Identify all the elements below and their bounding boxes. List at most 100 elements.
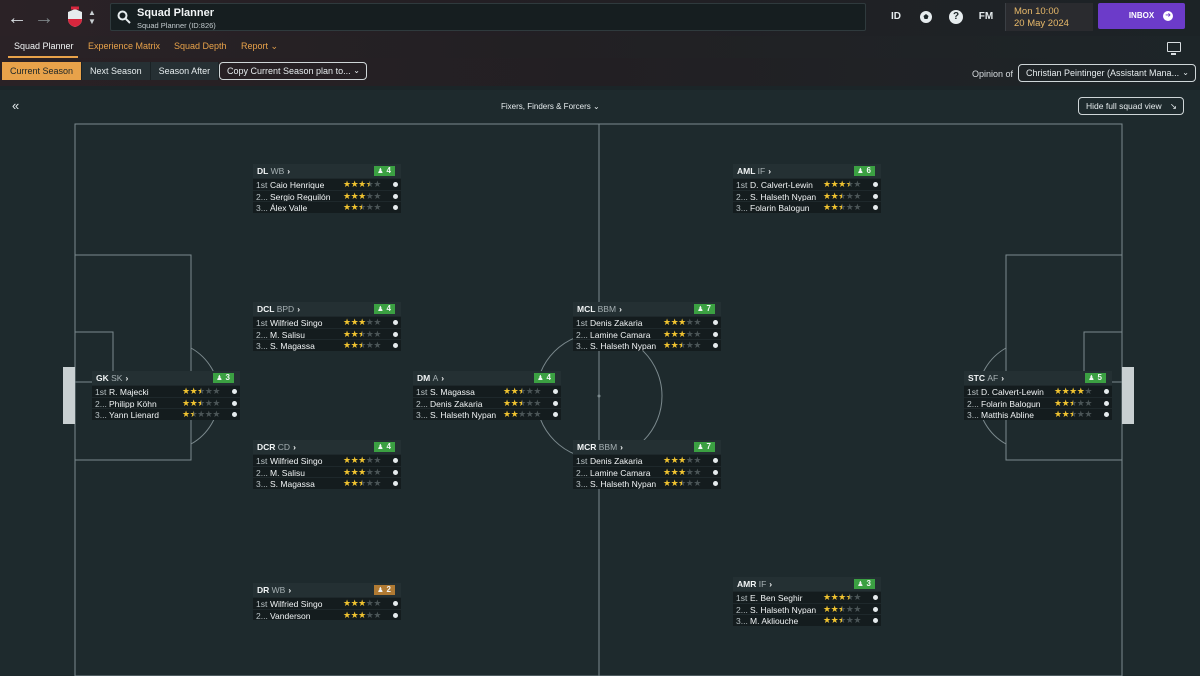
player-row[interactable]: 1st D. Calvert-Lewin ★★★★★ bbox=[964, 385, 1112, 397]
player-name[interactable]: Wilfried Singo bbox=[270, 456, 323, 466]
player-name[interactable]: Matthis Abline bbox=[981, 410, 1034, 420]
monitor-icon[interactable] bbox=[1167, 42, 1181, 55]
search-field[interactable]: Squad Planner Squad Planner (ID:826) bbox=[110, 3, 866, 31]
player-name[interactable]: M. Salisu bbox=[270, 467, 305, 478]
player-row[interactable]: 3... Matthis Abline ★★★★★ bbox=[964, 408, 1112, 420]
player-name[interactable]: S. Magassa bbox=[270, 341, 315, 351]
player-name[interactable]: Yann Lienard bbox=[109, 410, 159, 420]
player-name[interactable]: S. Halseth Nypan bbox=[590, 479, 657, 489]
player-name[interactable]: Wilfried Singo bbox=[270, 318, 323, 328]
player-row[interactable]: 1st D. Calvert-Lewin ★★★★★ bbox=[733, 178, 881, 190]
player-row[interactable]: 3... S. Halseth Nypan ★★★★★ bbox=[573, 339, 721, 351]
position-header[interactable]: DCR CD › ♟ 4 bbox=[253, 440, 401, 454]
tab-squad-planner[interactable]: Squad Planner bbox=[14, 41, 74, 51]
position-header[interactable]: MCR BBM › ♟ 7 bbox=[573, 440, 721, 454]
player-row[interactable]: 3... M. Akliouche ★★★★★ bbox=[733, 614, 881, 626]
player-name[interactable]: Caio Henrique bbox=[270, 180, 325, 190]
player-row[interactable]: 1st Denis Zakaria ★★★★★ bbox=[573, 316, 721, 328]
position-header[interactable]: AMR IF › ♟ 3 bbox=[733, 577, 881, 591]
player-row[interactable]: 2... Philipp Köhn ★★★★★ bbox=[92, 396, 240, 409]
copy-plan-dropdown[interactable]: Copy Current Season plan to... ⌄ bbox=[219, 62, 367, 80]
player-name[interactable]: E. Ben Seghir bbox=[750, 593, 803, 603]
club-switch-chevrons-icon[interactable]: ▲ ▼ bbox=[88, 8, 96, 26]
date-time-display[interactable]: Mon 10:00 20 May 2024 bbox=[1005, 3, 1093, 31]
player-row[interactable]: 1st R. Majecki ★★★★★ bbox=[92, 385, 240, 397]
fm-menu-button[interactable]: FM bbox=[978, 11, 994, 22]
current-season-button[interactable]: Current Season bbox=[2, 62, 83, 80]
player-name[interactable]: Denis Zakaria bbox=[590, 318, 643, 328]
player-row[interactable]: 1st E. Ben Seghir ★★★★★ bbox=[733, 591, 881, 603]
position-card-dcl[interactable]: DCL BPD › ♟ 4 1st Wilfried Singo ★★★★★ 2... M. S… bbox=[253, 302, 401, 351]
player-row[interactable]: 2... S. Halseth Nypan ★★★★★ bbox=[733, 602, 881, 615]
player-name[interactable]: Sergio Reguilón bbox=[270, 191, 331, 202]
next-season-button[interactable]: Next Season bbox=[82, 62, 151, 80]
player-name[interactable]: Denis Zakaria bbox=[430, 398, 483, 409]
player-row[interactable]: 1st Denis Zakaria ★★★★★ bbox=[573, 454, 721, 466]
filter-dropdown[interactable]: Fixers, Finders & Forcers ⌄ bbox=[501, 102, 600, 111]
player-row[interactable]: 1st Wilfried Singo ★★★★★ bbox=[253, 597, 401, 609]
player-name[interactable]: S. Halseth Nypan bbox=[750, 604, 817, 615]
player-row[interactable]: 3... Yann Lienard ★★★★★ bbox=[92, 408, 240, 420]
position-card-dl[interactable]: DL WB › ♟ 4 1st Caio Henrique ★★★★★ 2... Sergio … bbox=[253, 164, 401, 213]
hide-full-squad-view-button[interactable]: Hide full squad view ↘ bbox=[1078, 97, 1184, 115]
position-card-stc[interactable]: STC AF › ♟ 5 1st D. Calvert-Lewin ★★★★★ 2... Fol… bbox=[964, 371, 1112, 420]
player-row[interactable]: 2... Folarin Balogun ★★★★★ bbox=[964, 396, 1112, 409]
player-row[interactable]: 2... M. Salisu ★★★★★ bbox=[253, 465, 401, 478]
player-name[interactable]: Denis Zakaria bbox=[590, 456, 643, 466]
collapse-panel-icon[interactable]: « bbox=[12, 98, 20, 113]
player-name[interactable]: M. Salisu bbox=[270, 329, 305, 340]
player-name[interactable]: S. Halseth Nypan bbox=[430, 410, 497, 420]
forward-arrow-icon[interactable]: → bbox=[34, 7, 54, 29]
player-row[interactable]: 1st Wilfried Singo ★★★★★ bbox=[253, 454, 401, 466]
player-name[interactable]: Folarin Balogun bbox=[981, 398, 1041, 409]
player-row[interactable]: 2... Sergio Reguilón ★★★★★ bbox=[253, 189, 401, 202]
player-row[interactable]: 3... S. Magassa ★★★★★ bbox=[253, 339, 401, 351]
tab-experience-matrix[interactable]: Experience Matrix bbox=[88, 41, 161, 51]
player-name[interactable]: Philipp Köhn bbox=[109, 398, 157, 409]
player-name[interactable]: Lamine Camara bbox=[590, 467, 651, 478]
position-header[interactable]: DL WB › ♟ 4 bbox=[253, 164, 401, 178]
position-header[interactable]: DCL BPD › ♟ 4 bbox=[253, 302, 401, 316]
tab-report[interactable]: Report ⌄ bbox=[241, 41, 279, 51]
position-card-mcr[interactable]: MCR BBM › ♟ 7 1st Denis Zakaria ★★★★★ 2... Lamin… bbox=[573, 440, 721, 489]
player-row[interactable]: 3... S. Halseth Nypan ★★★★★ bbox=[573, 477, 721, 489]
player-row[interactable]: 3... S. Halseth Nypan ★★★★★ bbox=[413, 408, 561, 420]
player-name[interactable]: S. Magassa bbox=[270, 479, 315, 489]
player-name[interactable]: Vanderson bbox=[270, 610, 311, 621]
position-header[interactable]: DM A › ♟ 4 bbox=[413, 371, 561, 385]
position-header[interactable]: STC AF › ♟ 5 bbox=[964, 371, 1112, 385]
season-after-button[interactable]: Season After bbox=[150, 62, 220, 80]
ball-icon[interactable] bbox=[919, 9, 933, 25]
player-name[interactable]: S. Halseth Nypan bbox=[590, 341, 657, 351]
player-name[interactable]: S. Magassa bbox=[430, 387, 475, 397]
player-name[interactable]: D. Calvert-Lewin bbox=[981, 387, 1044, 397]
player-row[interactable]: 1st Caio Henrique ★★★★★ bbox=[253, 178, 401, 190]
back-arrow-icon[interactable]: ← bbox=[7, 7, 27, 29]
player-row[interactable]: 2... Vanderson ★★★★★ bbox=[253, 608, 401, 621]
player-row[interactable]: 2... S. Halseth Nypan ★★★★★ bbox=[733, 189, 881, 202]
position-header[interactable]: MCL BBM › ♟ 7 bbox=[573, 302, 721, 316]
id-button[interactable]: ID bbox=[891, 11, 901, 22]
player-name[interactable]: D. Calvert-Lewin bbox=[750, 180, 813, 190]
position-card-amr[interactable]: AMR IF › ♟ 3 1st E. Ben Seghir ★★★★★ 2... S. Hal… bbox=[733, 577, 881, 626]
player-row[interactable]: 2... M. Salisu ★★★★★ bbox=[253, 327, 401, 340]
help-icon[interactable]: ? bbox=[949, 10, 963, 24]
player-row[interactable]: 2... Lamine Camara ★★★★★ bbox=[573, 465, 721, 478]
position-card-dr[interactable]: DR WB › ♟ 2 1st Wilfried Singo ★★★★★ 2... Vander… bbox=[253, 583, 401, 621]
player-name[interactable]: Lamine Camara bbox=[590, 329, 651, 340]
player-name[interactable]: Folarin Balogun bbox=[750, 203, 810, 213]
player-row[interactable]: 2... Denis Zakaria ★★★★★ bbox=[413, 396, 561, 409]
tab-squad-depth[interactable]: Squad Depth bbox=[174, 41, 227, 51]
player-row[interactable]: 1st Wilfried Singo ★★★★★ bbox=[253, 316, 401, 328]
club-crest-icon[interactable] bbox=[66, 6, 84, 28]
position-header[interactable]: AML IF › ♟ 6 bbox=[733, 164, 881, 178]
player-row[interactable]: 3... S. Magassa ★★★★★ bbox=[253, 477, 401, 489]
player-row[interactable]: 3... Folarin Balogun ★★★★★ bbox=[733, 201, 881, 213]
player-name[interactable]: Álex Valle bbox=[270, 203, 308, 213]
player-name[interactable]: M. Akliouche bbox=[750, 616, 799, 626]
position-card-dcr[interactable]: DCR CD › ♟ 4 1st Wilfried Singo ★★★★★ 2... M. Sa… bbox=[253, 440, 401, 489]
position-card-dm[interactable]: DM A › ♟ 4 1st S. Magassa ★★★★★ 2... Denis Zakar… bbox=[413, 371, 561, 420]
inbox-continue-button[interactable]: INBOX ➜ bbox=[1098, 3, 1185, 29]
player-row[interactable]: 2... Lamine Camara ★★★★★ bbox=[573, 327, 721, 340]
player-row[interactable]: 1st S. Magassa ★★★★★ bbox=[413, 385, 561, 397]
